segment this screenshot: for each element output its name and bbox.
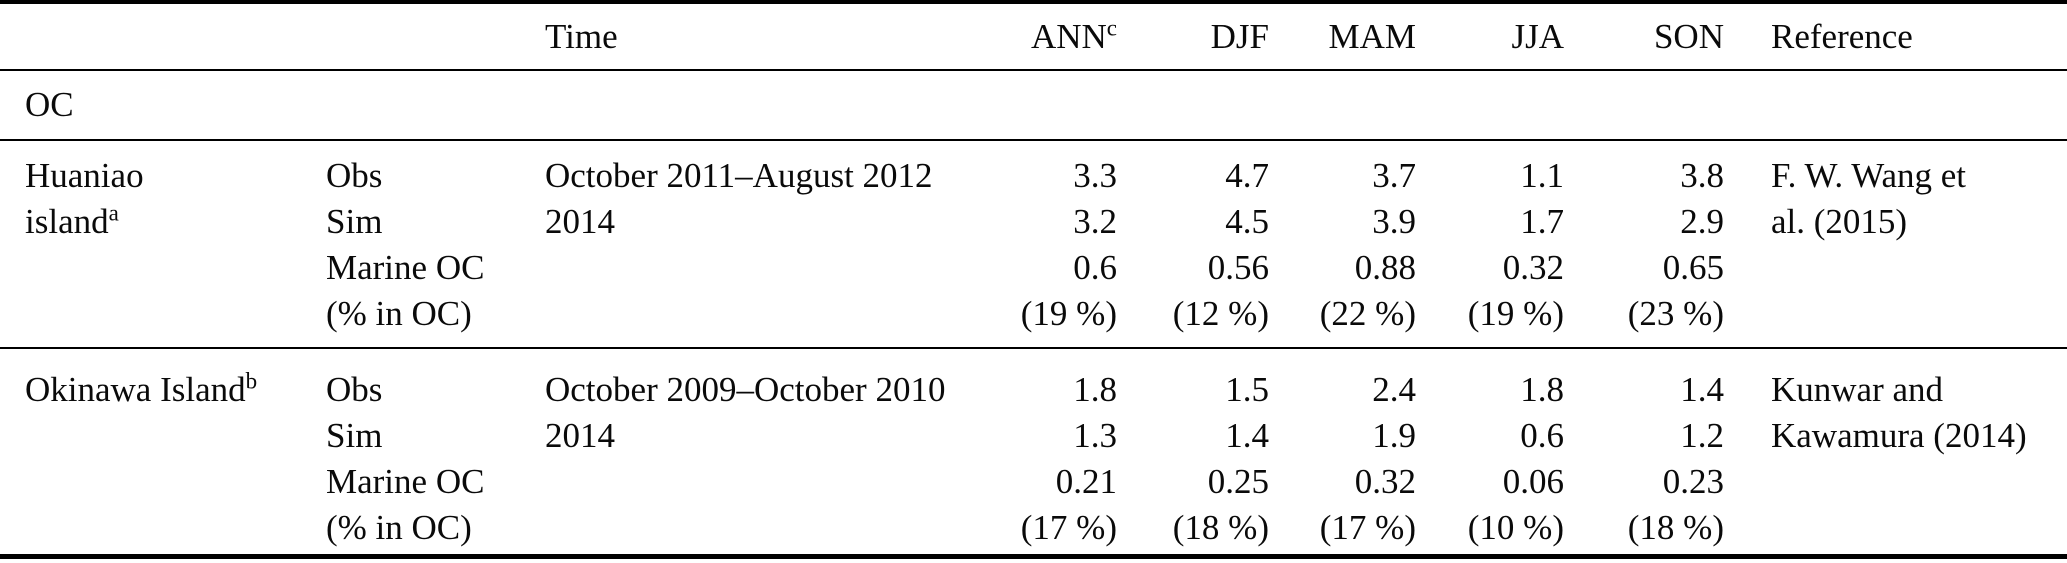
reference-cell: F. W. Wang et al. (2015) (1729, 140, 2067, 349)
footnote-marker-c: c (1106, 14, 1117, 40)
value: 0.06 (1502, 462, 1564, 501)
section-label: OC (0, 70, 2067, 141)
footnote-marker-a: a (108, 200, 119, 226)
value: (18 %) (1172, 508, 1269, 547)
value: 4.7 (1225, 156, 1269, 195)
measure-label: (% in OC) (326, 508, 472, 547)
measure-label: Sim (326, 416, 383, 455)
value: 1.1 (1520, 156, 1564, 195)
value: (10 %) (1467, 508, 1564, 547)
son-values-cell: 1.4 1.2 0.23 (18 %) (1569, 348, 1729, 557)
value: 0.6 (1520, 416, 1564, 455)
djf-values-cell: 4.7 4.5 0.56 (12 %) (1122, 140, 1274, 349)
reference-line: Kunwar and (1771, 370, 1944, 409)
value: 1.2 (1680, 416, 1724, 455)
location-line: islanda (25, 200, 119, 241)
value: 1.5 (1225, 370, 1269, 409)
value: 4.5 (1225, 202, 1269, 241)
time-line: 2014 (545, 202, 615, 241)
value: (19 %) (1020, 294, 1117, 333)
djf-values-cell: 1.5 1.4 0.25 (18 %) (1122, 348, 1274, 557)
value: 1.3 (1073, 416, 1117, 455)
reference-line: al. (2015) (1771, 202, 1908, 241)
value: (23 %) (1627, 294, 1724, 333)
value: 3.7 (1372, 156, 1416, 195)
value: (22 %) (1319, 294, 1416, 333)
value: 1.8 (1520, 370, 1564, 409)
value: 1.8 (1073, 370, 1117, 409)
row-okinawa-island: Okinawa Islandb Obs Sim Marine OC (% in … (0, 348, 2067, 557)
reference-cell: Kunwar and Kawamura (2014) (1729, 348, 2067, 557)
son-values-cell: 3.8 2.9 0.65 (23 %) (1569, 140, 1729, 349)
header-ann: ANNc (990, 2, 1122, 71)
value: (19 %) (1467, 294, 1564, 333)
location-line: Okinawa Islandb (25, 368, 258, 409)
location-cell: Huaniao islanda (0, 140, 326, 349)
header-mam: MAM (1274, 2, 1421, 71)
header-location-empty (0, 2, 326, 71)
value: 1.4 (1225, 416, 1269, 455)
location-cell: Okinawa Islandb (0, 348, 326, 557)
row-huaniao-island: Huaniao islanda Obs Sim Marine OC (% in … (0, 140, 2067, 349)
header-row: Time ANNc DJF MAM JJA SON Reference (0, 2, 2067, 71)
value: (12 %) (1172, 294, 1269, 333)
time-cell: October 2011–August 2012 2014 (545, 140, 990, 349)
header-reference: Reference (1729, 2, 2067, 71)
ann-values-cell: 1.8 1.3 0.21 (17 %) (990, 348, 1122, 557)
value: 0.32 (1354, 462, 1416, 501)
value: 0.32 (1502, 248, 1564, 287)
location-line: Huaniao (25, 156, 144, 195)
value: 2.9 (1680, 202, 1724, 241)
value: 0.21 (1055, 462, 1117, 501)
value: 3.9 (1372, 202, 1416, 241)
measure-labels-cell: Obs Sim Marine OC (% in OC) (326, 140, 545, 349)
value: 0.56 (1207, 248, 1269, 287)
value: 0.23 (1662, 462, 1724, 501)
value: (17 %) (1020, 508, 1117, 547)
footnote-marker-b: b (245, 368, 258, 394)
header-djf: DJF (1122, 2, 1274, 71)
value: 3.8 (1680, 156, 1724, 195)
measure-label: Sim (326, 202, 383, 241)
value: 3.2 (1073, 202, 1117, 241)
header-jja: JJA (1421, 2, 1569, 71)
reference-line: F. W. Wang et (1771, 156, 1966, 195)
value: 1.7 (1520, 202, 1564, 241)
time-line: October 2011–August 2012 (545, 156, 933, 195)
measure-label: (% in OC) (326, 294, 472, 333)
value: 1.4 (1680, 370, 1724, 409)
mam-values-cell: 2.4 1.9 0.32 (17 %) (1274, 348, 1421, 557)
reference-line: Kawamura (2014) (1771, 416, 2027, 455)
value: 0.65 (1662, 248, 1724, 287)
measure-label: Obs (326, 370, 383, 409)
measure-label: Obs (326, 156, 383, 195)
value: 1.9 (1372, 416, 1416, 455)
time-cell: October 2009–October 2010 2014 (545, 348, 990, 557)
header-measure-empty (326, 2, 545, 71)
time-line: 2014 (545, 416, 615, 455)
header-time: Time (545, 2, 990, 71)
value: 0.6 (1073, 248, 1117, 287)
value: 0.25 (1207, 462, 1269, 501)
value: (18 %) (1627, 508, 1724, 547)
section-row-oc: OC (0, 70, 2067, 141)
value: 3.3 (1073, 156, 1117, 195)
time-line: October 2009–October 2010 (545, 370, 946, 409)
mam-values-cell: 3.7 3.9 0.88 (22 %) (1274, 140, 1421, 349)
value: 0.88 (1354, 248, 1416, 287)
measure-label: Marine OC (326, 248, 485, 287)
value: 2.4 (1372, 370, 1416, 409)
jja-values-cell: 1.1 1.7 0.32 (19 %) (1421, 140, 1569, 349)
value: (17 %) (1319, 508, 1416, 547)
ann-values-cell: 3.3 3.2 0.6 (19 %) (990, 140, 1122, 349)
header-son: SON (1569, 2, 1729, 71)
measure-label: Marine OC (326, 462, 485, 501)
measure-labels-cell: Obs Sim Marine OC (% in OC) (326, 348, 545, 557)
jja-values-cell: 1.8 0.6 0.06 (10 %) (1421, 348, 1569, 557)
header-ann-label: ANN (1030, 16, 1107, 56)
